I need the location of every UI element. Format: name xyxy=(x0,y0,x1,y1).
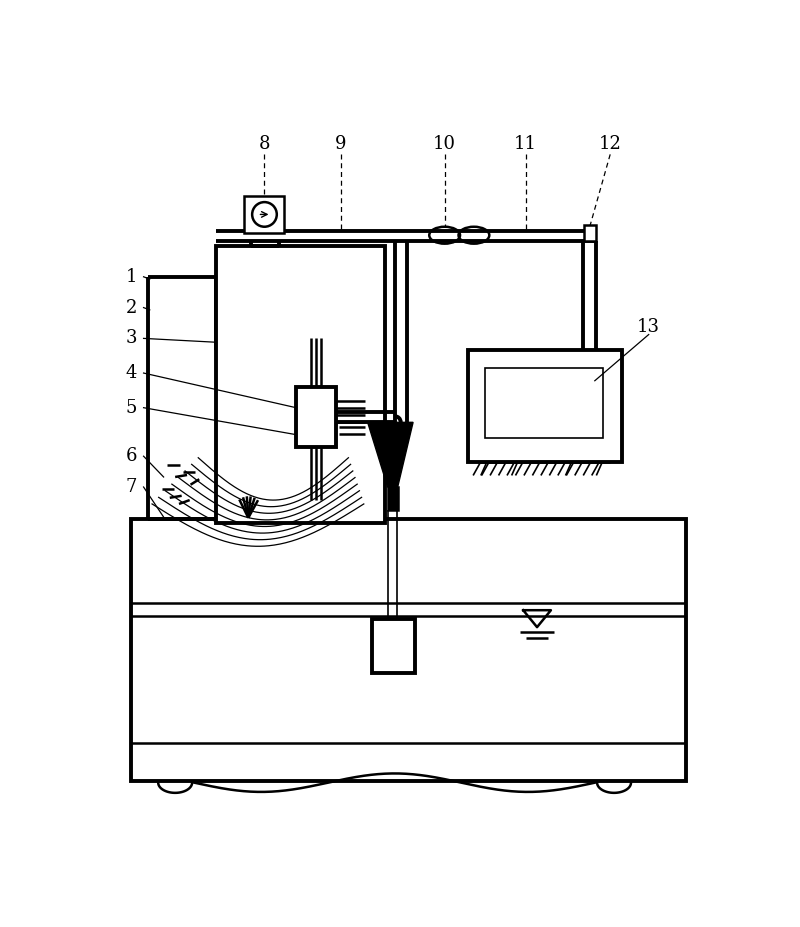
Text: 2: 2 xyxy=(126,298,137,317)
Text: 5: 5 xyxy=(126,399,137,417)
Text: 3: 3 xyxy=(126,329,137,348)
Text: 4: 4 xyxy=(126,364,137,382)
Bar xyxy=(245,196,285,233)
Bar xyxy=(371,619,415,673)
Polygon shape xyxy=(368,423,413,487)
Text: 6: 6 xyxy=(126,447,137,465)
Text: 1: 1 xyxy=(126,268,137,286)
Bar xyxy=(388,487,398,510)
Bar xyxy=(486,368,602,438)
Text: 8: 8 xyxy=(258,134,270,153)
Text: 11: 11 xyxy=(514,134,537,153)
Bar xyxy=(468,349,622,462)
Bar xyxy=(216,246,386,523)
Text: 13: 13 xyxy=(638,318,660,336)
Bar xyxy=(584,225,596,241)
Text: 10: 10 xyxy=(433,134,456,153)
Bar xyxy=(131,519,686,781)
Text: 12: 12 xyxy=(598,134,622,153)
Text: 7: 7 xyxy=(126,478,137,496)
Text: 9: 9 xyxy=(335,134,346,153)
Bar xyxy=(296,387,336,447)
